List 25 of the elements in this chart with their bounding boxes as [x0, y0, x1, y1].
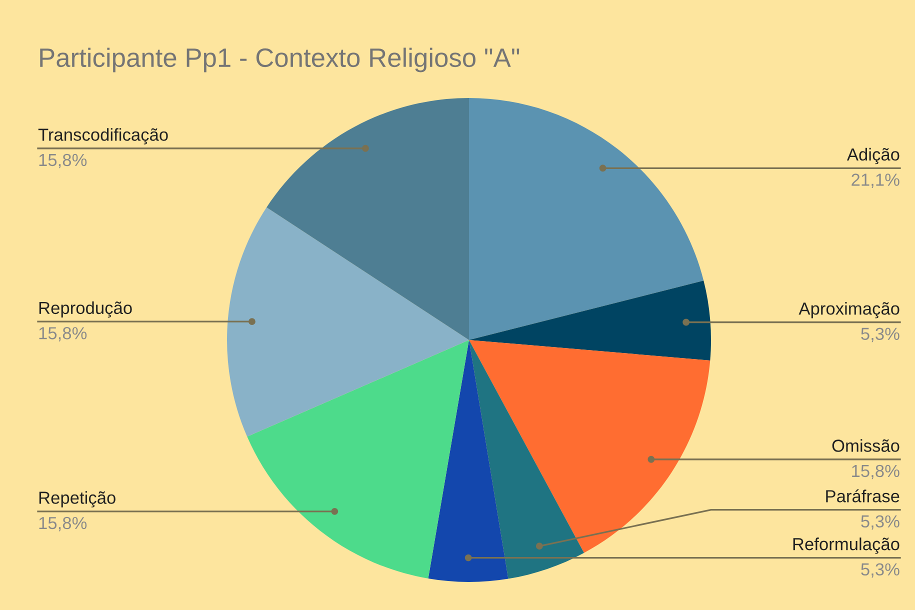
slice-label: Repetição	[39, 491, 116, 508]
data-label: 15,8%	[39, 516, 87, 532]
slice-label: Reformulação	[793, 538, 900, 554]
slice-label: Transcodificação	[38, 128, 168, 144]
chart-title: Participante Pp1 - Contexto Religioso "A"	[40, 48, 520, 72]
pie-slice	[469, 280, 711, 360]
slice-label: Omissão	[832, 439, 900, 452]
slice-label: Reprodução	[39, 301, 132, 318]
pie-slice	[469, 340, 584, 579]
data-label: 5,3%	[861, 563, 900, 578]
pie-slice	[428, 340, 508, 582]
pie-slice	[247, 340, 469, 579]
slice-label: Aproximação	[798, 302, 900, 318]
data-label: 15,8%	[39, 327, 87, 342]
slice-label: Paráfrase	[826, 489, 900, 502]
pie-slice	[266, 98, 469, 340]
data-label: 21,1%	[852, 174, 900, 188]
data-label: 15,8%	[852, 464, 900, 480]
slice-label: Adição	[846, 148, 900, 164]
pie-slice	[469, 340, 710, 553]
data-label: 5,3%	[861, 515, 900, 530]
pie-slice	[469, 98, 704, 340]
data-label: 15,8%	[39, 154, 87, 168]
data-label: 5,3%	[861, 328, 900, 342]
pie-slice	[227, 207, 469, 437]
